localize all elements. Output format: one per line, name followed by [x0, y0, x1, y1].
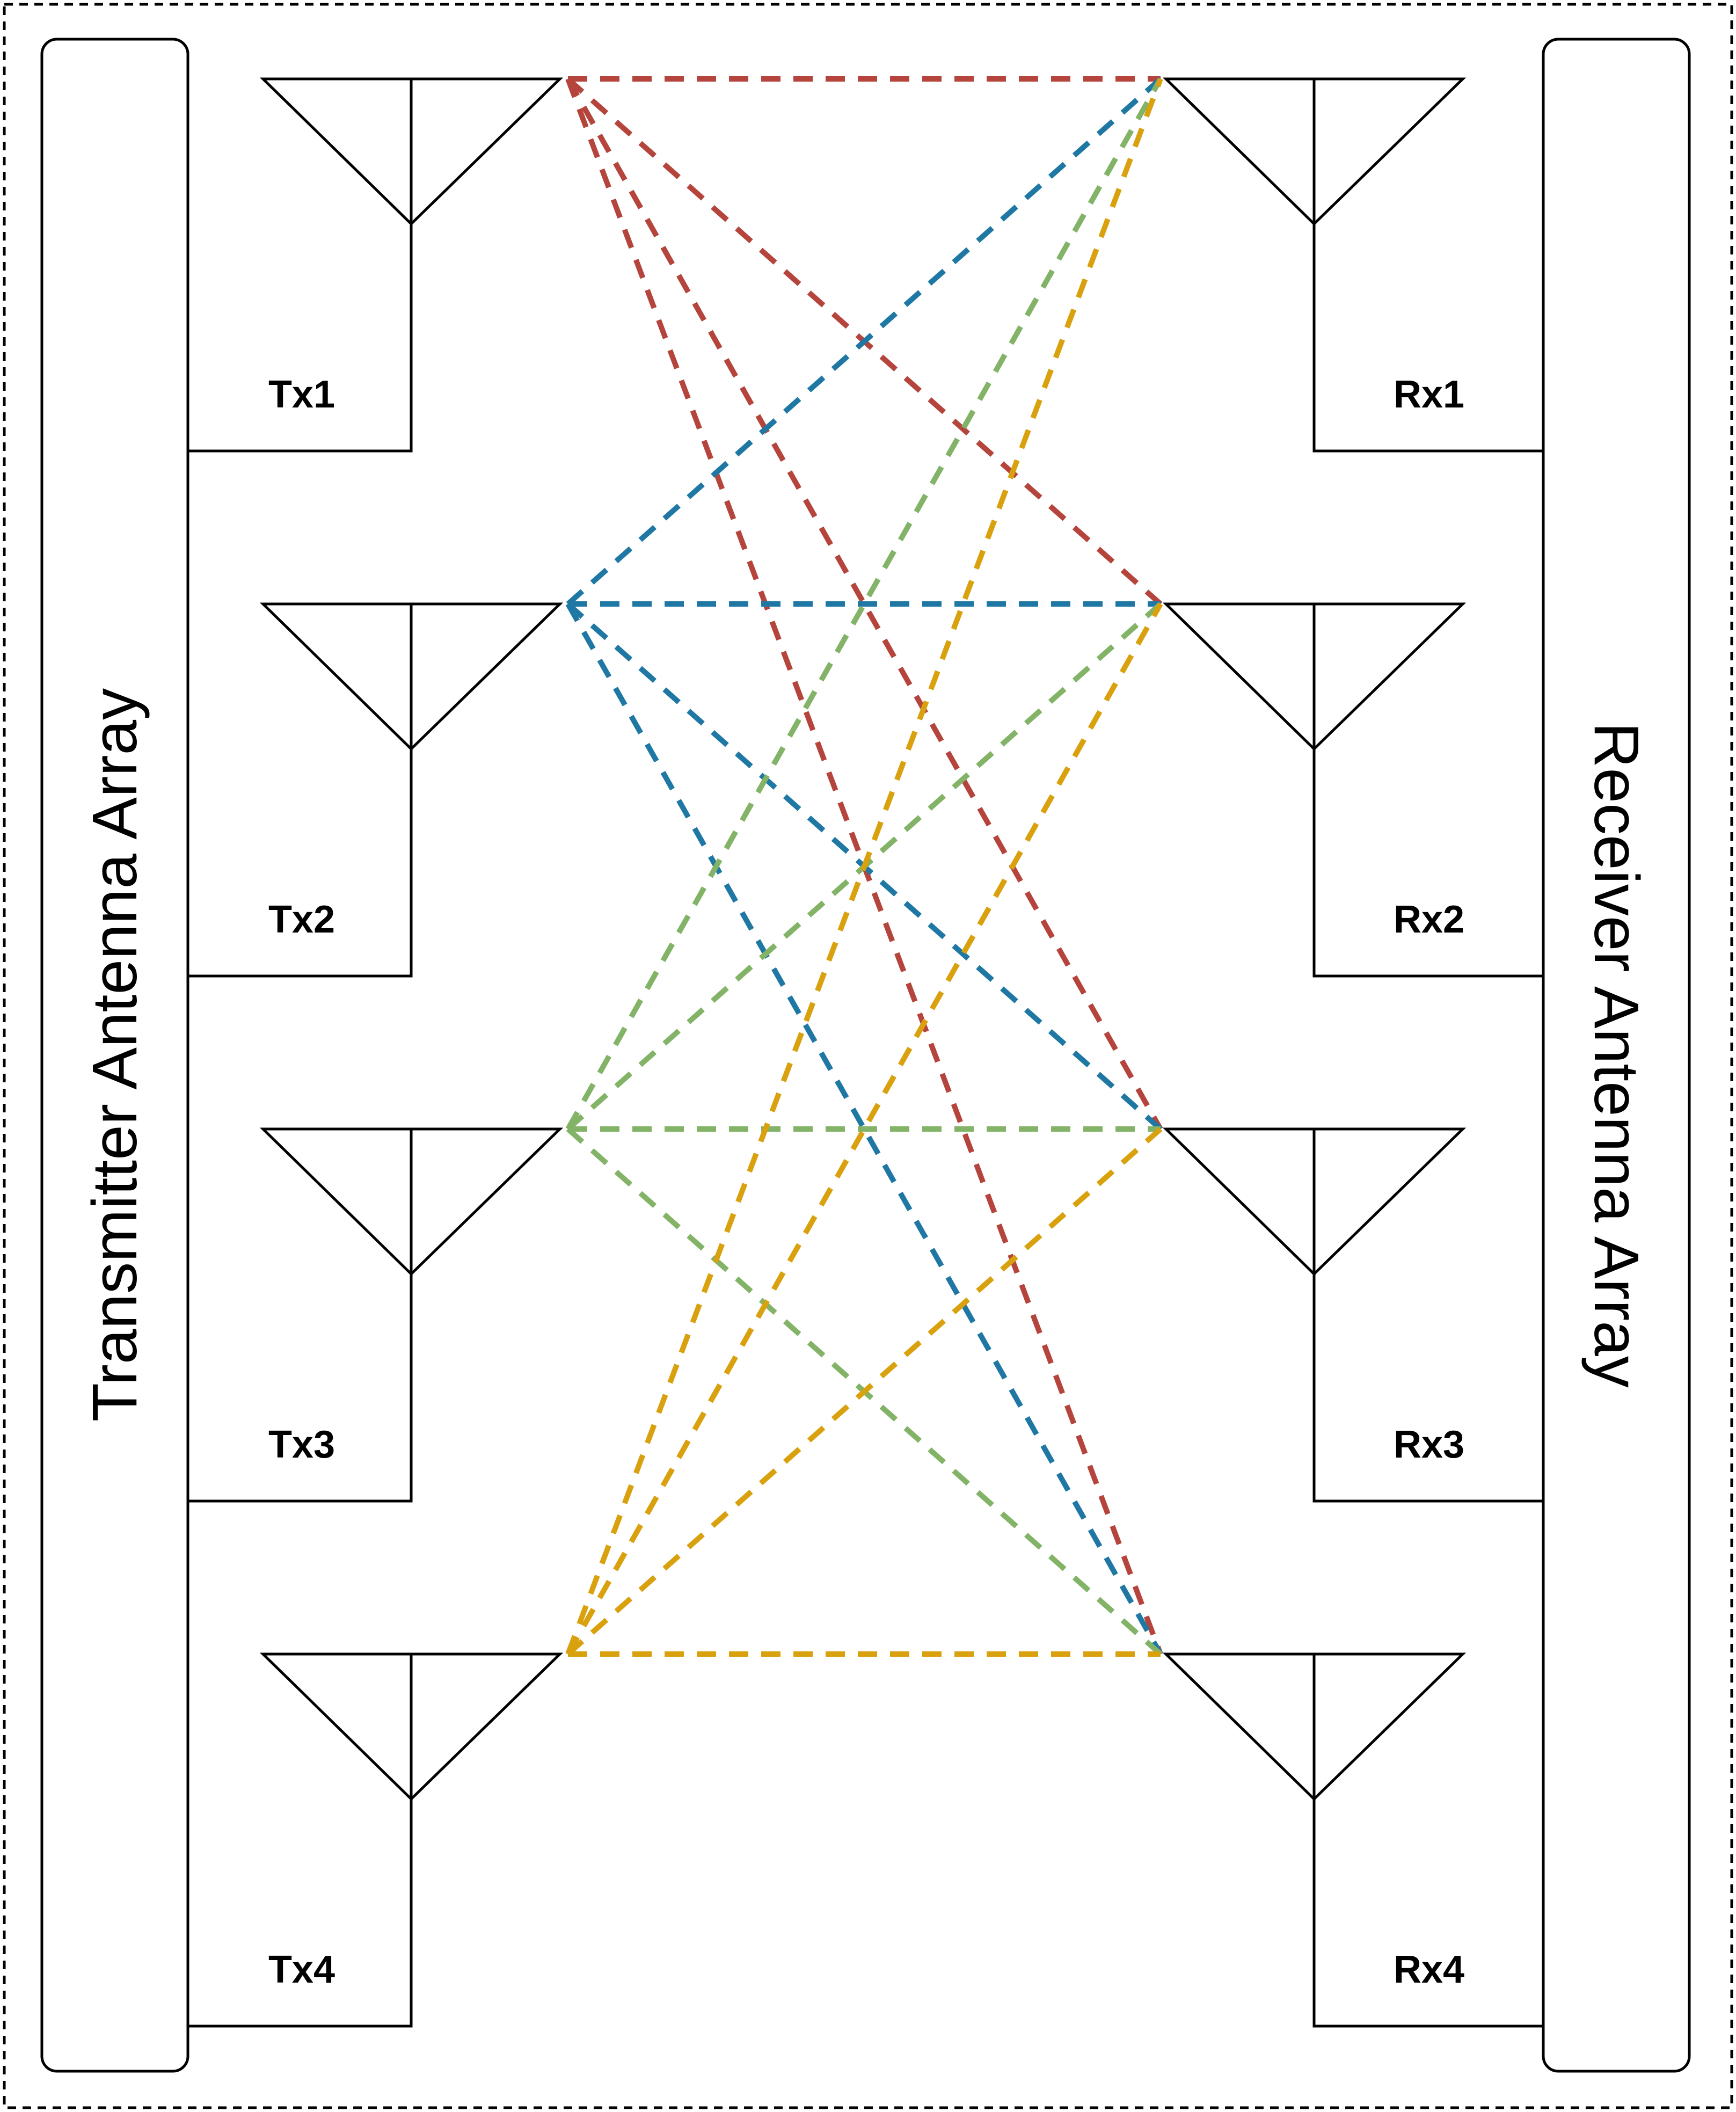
receiver-antennas: Rx1 Rx2 Rx3 Rx4: [1162, 77, 1543, 2028]
rx-antenna-1-label: Rx1: [1394, 373, 1464, 416]
rx-antenna-3-feed: [1312, 1129, 1543, 1503]
tx-antenna-1-feed: [188, 79, 413, 453]
tx-antenna-2-label: Tx2: [268, 898, 335, 941]
rx-antenna-2-feed: [1312, 604, 1543, 978]
link-tx4-rx3: [566, 1127, 1163, 1656]
tx-antenna-2: Tx2: [188, 602, 564, 978]
link-tx3-rx1: [565, 77, 1163, 1131]
link-tx1-rx3: [565, 77, 1163, 1131]
rx-antenna-1-feed: [1312, 79, 1543, 453]
tx-antenna-2-feed: [188, 604, 413, 978]
diagram-border: [3, 3, 1733, 2109]
tx-antenna-1-label: Tx1: [268, 373, 335, 416]
receiver-array-panel: [1542, 38, 1691, 2073]
tx-antenna-3: Tx3: [188, 1127, 564, 1503]
rx-antenna-3-label: Rx3: [1394, 1423, 1464, 1466]
links-layer: [565, 76, 1163, 1657]
rx-antenna-4-label: Rx4: [1394, 1948, 1464, 1991]
link-tx4-rx2: [565, 602, 1163, 1656]
tx-antenna-4: Tx4: [188, 1652, 564, 2028]
link-tx2-rx1: [566, 77, 1163, 606]
link-tx4-rx1: [565, 78, 1163, 1655]
rx-antenna-2-label: Rx2: [1394, 898, 1464, 941]
rx-antenna-4: Rx4: [1162, 1652, 1543, 2028]
tx-antenna-4-label: Tx4: [268, 1948, 335, 1991]
receiver-array-title: Receiver Antenna Array: [1581, 722, 1652, 1388]
tx-antenna-3-label: Tx3: [268, 1423, 335, 1466]
tx-antenna-3-feed: [188, 1129, 413, 1503]
rx-antenna-1: Rx1: [1162, 77, 1543, 453]
rx-antenna-4-feed: [1312, 1654, 1543, 2028]
rx-antenna-3: Rx3: [1162, 1127, 1543, 1503]
transmitter-array-title: Transmitter Antenna Array: [79, 688, 150, 1422]
link-tx2-rx4: [565, 602, 1163, 1656]
rx-antenna-2: Rx2: [1162, 602, 1543, 978]
tx-antenna-1: Tx1: [188, 77, 564, 453]
transmitter-array-panel: [40, 38, 189, 2073]
tx-antenna-4-feed: [188, 1654, 413, 2028]
transmitter-antennas: Tx1 Tx2 Tx3 Tx4: [188, 77, 564, 2028]
